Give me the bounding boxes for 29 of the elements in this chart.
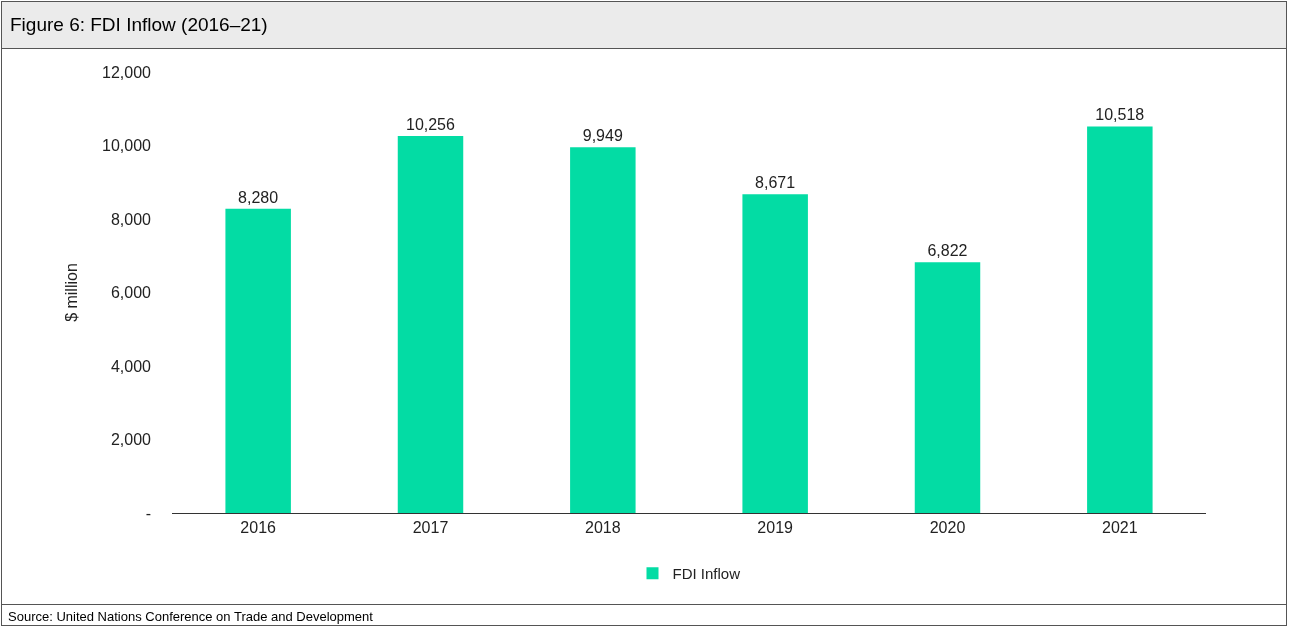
- text: 10,256: [405, 116, 455, 134]
- y-tick-label: 8,000: [110, 210, 152, 228]
- x-tick-label: 2018: [585, 519, 621, 537]
- y-tick-label: 6,000: [110, 284, 152, 302]
- x-tick-label: 2020: [929, 519, 966, 537]
- y-axis-title: $ million: [62, 263, 80, 322]
- y-tick-label: -: [145, 504, 151, 522]
- y-tick-label: 2,000: [110, 431, 152, 449]
- text: 10,518: [1095, 106, 1145, 124]
- bar: [1087, 126, 1153, 513]
- bar: [742, 194, 808, 513]
- x-tick-label: 2021: [1102, 519, 1138, 537]
- x-tick-label: 2016: [240, 519, 277, 537]
- y-tick-label: 10,000: [102, 137, 152, 155]
- y-tick-label: 12,000: [102, 63, 152, 81]
- text: 6,822: [927, 242, 968, 260]
- y-tick-label: 4,000: [110, 357, 152, 375]
- x-tick-label: 2019: [757, 519, 794, 537]
- bar: [570, 147, 636, 513]
- x-tick-label: 2017: [412, 519, 449, 537]
- bar: [225, 208, 291, 513]
- bar: [397, 136, 464, 513]
- legend-label: FDI Inflow: [672, 565, 741, 583]
- text: 8,671: [755, 174, 796, 192]
- text: 8,280: [238, 188, 279, 206]
- text: 9,949: [582, 127, 623, 145]
- bar: [914, 262, 981, 513]
- chart-title: Figure 6: FDI Inflow (2016–21): [2, 2, 1286, 49]
- source-note: Source: United Nations Conference on Trade and Development: [2, 604, 1286, 624]
